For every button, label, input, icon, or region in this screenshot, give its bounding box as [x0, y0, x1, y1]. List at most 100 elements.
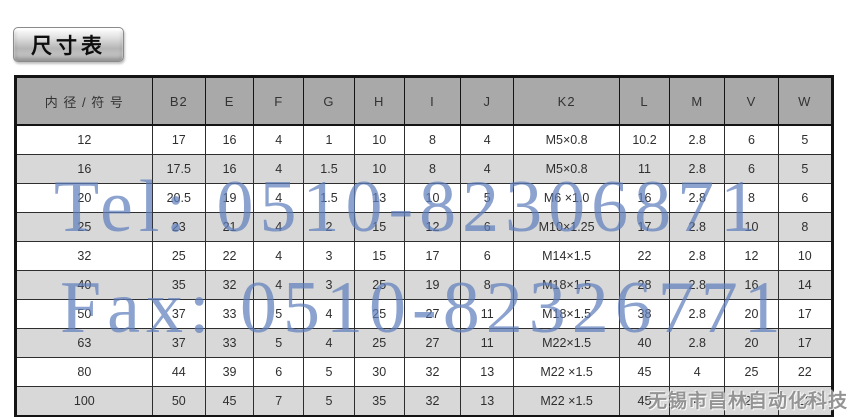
table-cell: 6	[724, 124, 779, 155]
table-cell: 11	[460, 299, 515, 329]
table-cell: 4	[460, 124, 515, 155]
table-cell: 33	[204, 299, 255, 329]
column-header: G	[303, 76, 355, 126]
table-cell: 45	[618, 386, 671, 417]
table-cell: 4	[253, 183, 305, 213]
table-cell: 8	[403, 124, 462, 155]
table-cell: 15	[353, 212, 405, 242]
page-title: 尺寸表	[31, 34, 106, 58]
table-body: 12 17 16 4 1 10 8 4 M5×0.8 10.2 2.8 6 5 16 17.5 16 4 1.5 1…	[15, 124, 834, 417]
table-cell: 13	[460, 386, 515, 417]
table-cell: 12	[403, 212, 462, 242]
table-cell: 19	[403, 270, 462, 300]
column-header: E	[204, 76, 255, 126]
table-cell: 30	[353, 357, 405, 387]
table-cell: 40	[15, 270, 153, 300]
table-cell: 44	[151, 357, 206, 387]
table-cell: 2.8	[669, 270, 726, 300]
table-cell: 2.8	[669, 183, 726, 213]
table-cell: 21	[204, 212, 255, 242]
table-cell: 7	[253, 386, 305, 417]
table-cell: 25	[15, 212, 153, 242]
table-cell: 1.5	[303, 154, 355, 184]
column-header: 内 径 / 符 号	[15, 76, 153, 126]
table-cell: 8	[724, 183, 779, 213]
table-cell: 12	[15, 124, 153, 155]
table-cell: 32	[204, 270, 255, 300]
table-cell: 5	[777, 154, 834, 184]
column-header: W	[777, 76, 834, 126]
table-cell: 45	[618, 357, 671, 387]
table-cell: 5	[253, 299, 305, 329]
table-cell: 25	[151, 241, 206, 271]
table-cell: 22	[777, 386, 834, 417]
column-header: K2	[513, 76, 620, 126]
table-cell: 5	[303, 386, 355, 417]
table-cell: 10	[403, 183, 462, 213]
table-cell: 2.8	[669, 212, 726, 242]
table-cell: 100	[15, 386, 153, 417]
table-row: 100 50 45 7 5 35 32 13 M22 ×1.5 45 4 25 22	[15, 386, 834, 417]
table-cell: 6	[253, 357, 305, 387]
table-cell: 17	[777, 328, 834, 358]
table-cell: 25	[724, 386, 779, 417]
table-cell: M22 ×1.5	[513, 357, 620, 387]
table-cell: 28	[618, 270, 671, 300]
table-cell: 16	[724, 270, 779, 300]
table-cell: 12	[724, 241, 779, 271]
table-cell: 13	[460, 357, 515, 387]
column-header: J	[460, 76, 515, 126]
table-cell: 40	[618, 328, 671, 358]
table-cell: 25	[353, 328, 405, 358]
table-cell: 22	[777, 357, 834, 387]
table-row: 63 37 33 5 4 25 27 11 M22×1.5 40 2.8 20 17	[15, 328, 834, 358]
table-cell: 6	[724, 154, 779, 184]
table-cell: 25	[353, 270, 405, 300]
table-cell: 11	[618, 154, 671, 184]
table-cell: 4	[253, 154, 305, 184]
table-row: 80 44 39 6 5 30 32 13 M22 ×1.5 45 4 25 22	[15, 357, 834, 387]
table-row: 32 25 22 4 3 15 17 6 M14×1.5 22 2.8 12 10	[15, 241, 834, 271]
header-row: 内 径 / 符 号 B2 E F G H I J K2 L M V W	[15, 76, 834, 126]
table-cell: 16	[204, 124, 255, 155]
table-cell: 20	[15, 183, 153, 213]
table-cell: 25	[353, 299, 405, 329]
table-cell: 11	[460, 328, 515, 358]
table-cell: 50	[15, 299, 153, 329]
table-cell: M22 ×1.5	[513, 386, 620, 417]
table-cell: 2.8	[669, 154, 726, 184]
table-cell: 4	[303, 328, 355, 358]
table-row: 25 23 21 4 2 15 12 6 M10×1.25 17 2.8 10 8	[15, 212, 834, 242]
table-cell: 16	[15, 154, 153, 184]
table-cell: 5	[253, 328, 305, 358]
table-cell: 19	[204, 183, 255, 213]
table-cell: M14×1.5	[513, 241, 620, 271]
table-cell: 23	[151, 212, 206, 242]
table-cell: 63	[15, 328, 153, 358]
table-cell: 10	[353, 124, 405, 155]
table-cell: 4	[253, 241, 305, 271]
table-cell: 5	[303, 357, 355, 387]
table-cell: M6 ×1.0	[513, 183, 620, 213]
table-cell: 45	[204, 386, 255, 417]
table-cell: 4	[669, 357, 726, 387]
table-cell: 17	[618, 212, 671, 242]
table-cell: M10×1.25	[513, 212, 620, 242]
table-row: 20 20.5 19 4 1.5 13 10 5 M6 ×1.0 16 2.8 8 6	[15, 183, 834, 213]
table-cell: M22×1.5	[513, 328, 620, 358]
column-header: B2	[151, 76, 206, 126]
table-row: 40 35 32 4 3 25 19 8 M18×1.5 28 2.8 16 14	[15, 270, 834, 300]
table-cell: 10.2	[618, 124, 671, 155]
table-cell: 33	[204, 328, 255, 358]
table-cell: 35	[151, 270, 206, 300]
table-cell: M18×1.5	[513, 299, 620, 329]
table-cell: 25	[724, 357, 779, 387]
table-cell: 2.8	[669, 328, 726, 358]
table-cell: 2.8	[669, 299, 726, 329]
dimension-table: 内 径 / 符 号 B2 E F G H I J K2 L M V W 12 17 16 4 1 10 8 4 M5×0…	[14, 75, 834, 417]
column-header: V	[724, 76, 779, 126]
table-cell: 38	[618, 299, 671, 329]
table-cell: 1.5	[303, 183, 355, 213]
table-cell: 27	[403, 328, 462, 358]
